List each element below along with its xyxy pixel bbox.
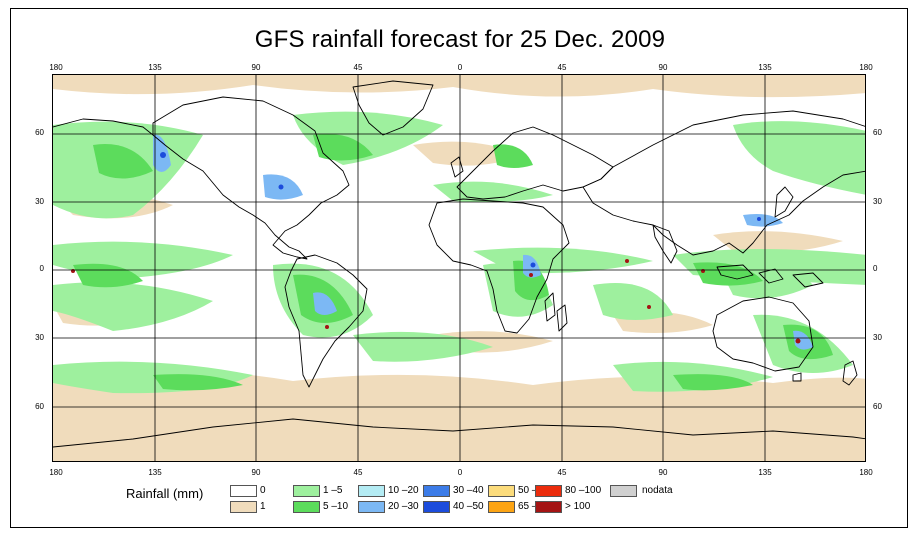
legend-swatch <box>230 485 257 497</box>
legend-swatch <box>358 485 385 497</box>
lon-tick-top: 180 <box>49 63 63 72</box>
legend-swatch <box>230 501 257 513</box>
legend-title: Rainfall (mm) <box>126 486 204 501</box>
lon-tick-top: 45 <box>557 63 567 72</box>
legend-label: 20 –30 <box>388 501 419 512</box>
lon-tick-bottom: 135 <box>758 468 772 477</box>
lat-tick-right: 30 <box>873 197 882 206</box>
lat-tick-right: 30 <box>873 333 882 342</box>
lon-tick-top: 135 <box>758 63 772 72</box>
lon-tick-bottom: 0 <box>457 468 463 477</box>
rain-40-50mm-areas <box>160 152 761 268</box>
rainfall-map <box>52 74 866 462</box>
legend-swatch <box>423 485 450 497</box>
legend-label: 80 –100 <box>565 485 602 496</box>
legend-label: 30 –40 <box>453 485 484 496</box>
legend-swatch <box>293 485 320 497</box>
legend-swatch <box>610 485 637 497</box>
lon-tick-top: 90 <box>658 63 668 72</box>
legend-label: 0 <box>260 485 266 496</box>
figure-frame <box>10 8 908 528</box>
lat-tick-left: 30 <box>35 197 44 206</box>
legend-label: 1 –5 <box>323 485 343 496</box>
lat-tick-right: 60 <box>873 402 882 411</box>
lon-tick-bottom: 90 <box>251 468 261 477</box>
lon-tick-bottom: 45 <box>557 468 567 477</box>
lon-tick-top: 0 <box>457 63 463 72</box>
lat-tick-right: 0 <box>873 264 878 273</box>
legend-swatch <box>535 501 562 513</box>
lon-tick-top: 90 <box>251 63 261 72</box>
lon-tick-top: 180 <box>859 63 873 72</box>
lat-tick-left: 60 <box>35 402 44 411</box>
legend-swatch <box>488 485 515 497</box>
legend-label: 65 –80 <box>518 501 549 512</box>
graticule <box>53 75 865 461</box>
lon-tick-top: 45 <box>353 63 363 72</box>
legend-swatch <box>488 501 515 513</box>
lat-tick-right: 60 <box>873 128 882 137</box>
lon-tick-bottom: 180 <box>859 468 873 477</box>
legend-swatch <box>535 485 562 497</box>
lat-tick-left: 60 <box>35 128 44 137</box>
lon-tick-top: 135 <box>148 63 162 72</box>
legend-swatch <box>293 501 320 513</box>
lon-tick-bottom: 180 <box>49 468 63 477</box>
lon-tick-bottom: 45 <box>353 468 363 477</box>
legend-label: > 100 <box>565 501 591 512</box>
legend-label: nodata <box>642 485 673 496</box>
lon-tick-bottom: 90 <box>658 468 668 477</box>
map-title: GFS rainfall forecast for 25 Dec. 2009 <box>254 26 666 53</box>
legend-label: 50 –65 <box>518 485 549 496</box>
legend-label: 1 <box>260 501 266 512</box>
rain-20-30mm-areas <box>153 134 813 350</box>
lat-tick-left: 0 <box>39 264 44 273</box>
lat-tick-left: 30 <box>35 333 44 342</box>
lon-tick-bottom: 135 <box>148 468 162 477</box>
coastlines <box>53 80 865 448</box>
rain-over-100mm-areas <box>71 259 801 344</box>
legend-label: 5 –10 <box>323 501 349 512</box>
legend-swatch <box>423 501 450 513</box>
legend-swatch <box>358 501 385 513</box>
legend-label: 40 –50 <box>453 501 484 512</box>
rainfall-map-svg <box>53 75 865 461</box>
legend-label: 10 –20 <box>388 485 419 496</box>
